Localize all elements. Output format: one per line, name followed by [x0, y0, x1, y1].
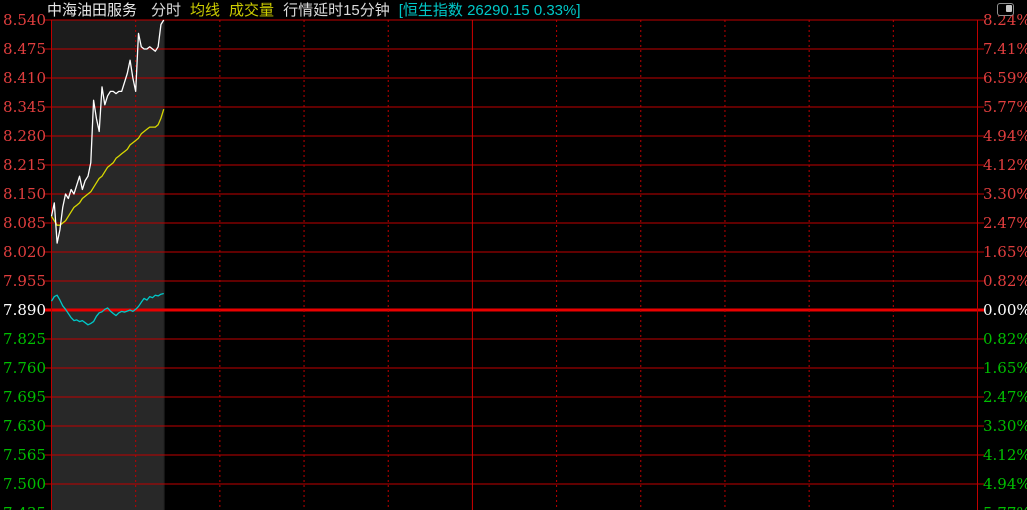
- price-area-fill: [51, 20, 164, 510]
- price-axis-label: 8.020: [3, 243, 46, 261]
- price-axis-label: 7.435: [0, 504, 46, 510]
- price-axis-label: 8.280: [3, 127, 46, 145]
- elapsed-band: [51, 20, 165, 510]
- avg-price-line: [50, 109, 165, 226]
- chart-header: 中海油田服务 分时 均线 成交量 行情延时15分钟 [恒生指数 26290.15…: [47, 1, 581, 21]
- price-axis-label: 8.475: [3, 40, 46, 58]
- index-quote-link[interactable]: [恒生指数 26290.15 0.33%]: [398, 2, 581, 19]
- price-axis-label: 7.890: [3, 301, 46, 319]
- percent-axis-label: 2.47%: [983, 388, 1027, 406]
- percent-axis-label: 6.59%: [983, 69, 1027, 87]
- percent-axis-label: 0.82%: [983, 272, 1027, 290]
- percent-axis-label: 7.41%: [983, 40, 1027, 58]
- price-axis-label: 7.825: [3, 330, 46, 348]
- percent-axis-label: 1.65%: [983, 359, 1027, 377]
- percent-axis-label: 0.00%: [983, 301, 1027, 319]
- stock-name: 中海油田服务: [47, 2, 138, 19]
- price-axis-label: 7.695: [3, 388, 46, 406]
- percent-axis-label: 4.94%: [983, 127, 1027, 145]
- price-axis-label: 7.565: [3, 446, 46, 464]
- price-axis-label: 8.085: [3, 214, 46, 232]
- percent-axis-label: 4.12%: [983, 446, 1027, 464]
- price-axis-label: 8.540: [3, 11, 46, 29]
- price-axis-label: 8.410: [3, 69, 46, 87]
- percent-axis-label: 1.65%: [983, 243, 1027, 261]
- percent-axis-label: 0.82%: [983, 330, 1027, 348]
- panel-toggle-icon[interactable]: [997, 3, 1014, 16]
- price-axis-label: 7.955: [3, 272, 46, 290]
- tab-moving-average[interactable]: 均线: [190, 2, 221, 19]
- percent-axis-label: 8.24%: [983, 11, 1027, 29]
- percent-axis-label: 3.30%: [983, 185, 1027, 203]
- index-line: [50, 292, 164, 326]
- price-axis-label: 7.760: [3, 359, 46, 377]
- percent-axis-label: 5.77%: [983, 98, 1027, 116]
- price-line: [50, 19, 165, 244]
- percent-axis-label: 5.77%: [983, 504, 1027, 510]
- percent-axis-label: 4.94%: [983, 475, 1027, 493]
- quote-delay-note: 行情延时15分钟: [283, 2, 390, 19]
- price-axis-label: 7.630: [3, 417, 46, 435]
- price-axis-label: 7.500: [3, 475, 46, 493]
- price-axis-label: 8.150: [3, 185, 46, 203]
- tab-volume[interactable]: 成交量: [229, 2, 275, 19]
- panel-icon-fill: [1006, 5, 1012, 12]
- percent-axis-label: 2.47%: [983, 214, 1027, 232]
- percent-axis-label: 3.30%: [983, 417, 1027, 435]
- price-axis-label: 8.215: [3, 156, 46, 174]
- percent-axis-label: 4.12%: [983, 156, 1027, 174]
- tab-minute-chart[interactable]: 分时: [151, 2, 182, 19]
- price-axis-label: 8.345: [3, 98, 46, 116]
